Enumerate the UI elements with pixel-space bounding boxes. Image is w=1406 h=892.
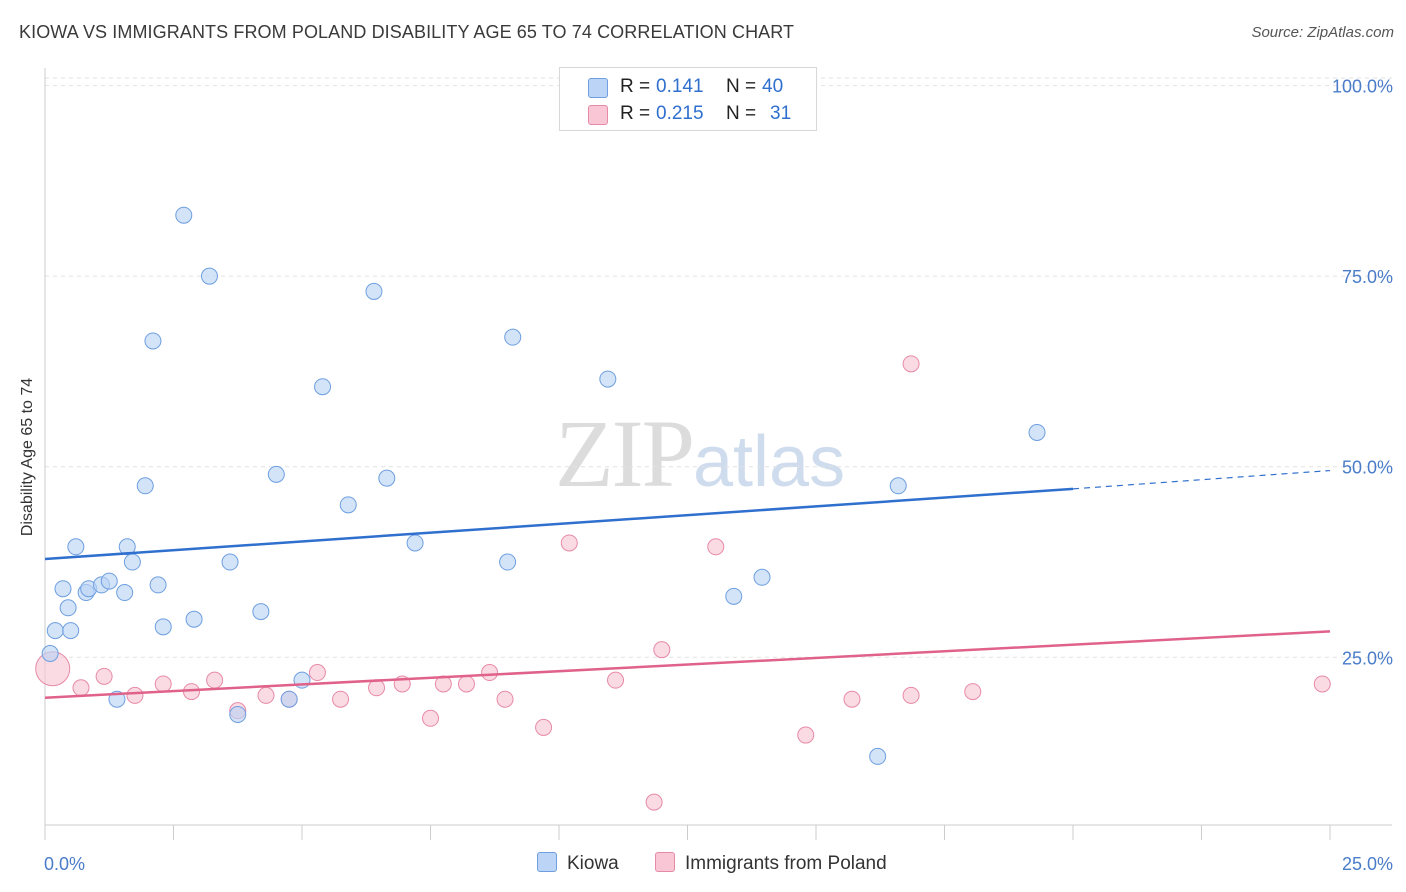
kiowa-point [116,584,134,602]
kiowa-legend-label: Kiowa [567,853,619,874]
poland-point [126,686,144,704]
poland-point [902,686,920,704]
kiowa-point [889,477,907,495]
poland-point [368,679,386,697]
bottom-legend-kiowa: Kiowa [537,852,619,875]
kiowa-point [221,553,239,571]
kiowa-point [118,538,136,556]
kiowa-point [100,572,118,590]
kiowa-point [365,282,383,300]
kiowa-swatch [588,78,608,98]
x-tick-label: 0.0% [44,854,85,874]
poland-point [481,664,499,682]
kiowa-point [175,206,193,224]
y-tick-label: 100.0% [1332,77,1393,97]
poland-point [496,690,514,708]
legend-r-value: 0.215 [656,103,704,124]
poland-point [902,355,920,373]
poland-legend-label: Immigrants from Poland [685,853,887,874]
legend-n-label: N = [726,103,757,124]
source-label: Source: ZipAtlas.com [1251,24,1394,41]
legend-r-value: 0.141 [656,76,704,97]
y-tick-label: 50.0% [1342,458,1393,478]
y-axis-label: Disability Age 65 to 74 [19,377,36,537]
kiowa-point [123,553,141,571]
legend-n-value: 40 [762,76,784,97]
kiowa-point [136,477,154,495]
kiowa-point [406,534,424,552]
bottom-legend-poland: Immigrants from Poland [655,852,887,875]
kiowa-point [378,469,396,487]
poland-point [154,675,172,693]
kiowa-point [753,568,771,586]
kiowa-point [339,496,357,514]
poland-point [72,679,90,697]
kiowa-point [144,332,162,350]
kiowa-point [267,465,285,483]
poland-point [1313,675,1331,693]
kiowa-trend-line [44,487,1074,561]
kiowa-trend-extension [1072,469,1331,490]
y-tick-label: 25.0% [1342,648,1393,668]
kiowa-point [499,553,517,571]
kiowa-legend-swatch [537,852,557,872]
kiowa-point [54,580,72,598]
kiowa-point [149,576,167,594]
poland-legend-swatch [655,852,675,872]
kiowa-point [200,267,218,285]
chart-title: KIOWA VS IMMIGRANTS FROM POLAND DISABILI… [19,22,795,42]
poland-point [607,671,625,689]
poland-point [308,664,326,682]
poland-point [560,534,578,552]
kiowa-point [185,610,203,628]
poland-point [206,671,224,689]
kiowa-point [504,328,522,346]
legend-n-value: 31 [770,103,792,124]
poland-point [843,690,861,708]
poland-point [332,690,350,708]
x-tick-label: 25.0% [1342,854,1393,874]
kiowa-point [41,644,59,662]
watermark: ZIPatlas [555,398,845,509]
legend-r-label: R = [620,103,651,124]
watermark-zip: ZIP [555,400,695,507]
legend-n-label: N = [726,76,757,97]
legend-r-label: R = [620,76,651,97]
kiowa-point [67,538,85,556]
kiowa-point [280,690,298,708]
kiowa-point [314,378,332,396]
kiowa-point [599,370,617,388]
kiowa-point [59,599,77,617]
kiowa-point [252,603,270,621]
y-tick-label: 75.0% [1342,267,1393,287]
kiowa-point [1028,423,1046,441]
poland-point [535,718,553,736]
poland-point [645,793,663,811]
kiowa-point [46,622,64,640]
kiowa-point [154,618,172,636]
watermark-atlas: atlas [693,422,846,502]
poland-point [457,675,475,693]
poland-point [95,667,113,685]
correlation-legend: R = 0.141 N = 40 R = 0.215 N = 31 [559,67,817,131]
poland-point [257,686,275,704]
kiowa-point [725,587,743,605]
kiowa-point [62,622,80,640]
poland-point [707,538,725,556]
poland-point [653,641,671,659]
poland-point [422,709,439,727]
poland-point [797,726,815,744]
poland-swatch [588,105,608,125]
poland-trend-line [44,630,1331,699]
kiowa-point [869,747,887,765]
poland-point [964,683,982,701]
kiowa-point [229,705,247,723]
